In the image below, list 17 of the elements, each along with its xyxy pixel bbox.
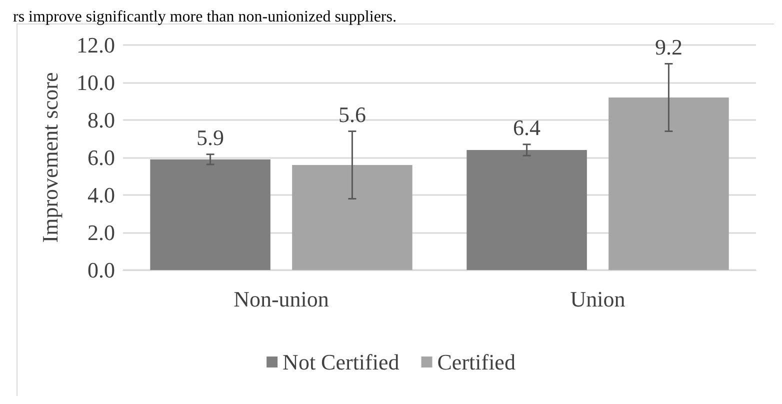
data-label: 5.6	[338, 102, 366, 127]
y-tick-label: 12.0	[76, 32, 115, 58]
y-tick-label: 2.0	[88, 220, 115, 245]
y-tick-label: 6.0	[88, 145, 115, 170]
data-label: 9.2	[654, 34, 682, 60]
y-tick-label: 0.0	[88, 258, 115, 282]
x-tick-label: Non-union	[234, 286, 329, 312]
text: rs improve significantly more than non-unionized suppliers.	[13, 8, 396, 26]
data-label: 6.4	[513, 114, 541, 140]
x-tick-label: Union	[570, 286, 626, 312]
data-label: 5.9	[196, 124, 224, 150]
y-tick-label: 10.0	[76, 70, 115, 95]
y-tick-label: 8.0	[88, 108, 115, 132]
legend-label: Not Certified	[282, 350, 400, 374]
y-tick-label: 4.0	[88, 182, 115, 208]
legend-label: Certified	[437, 350, 516, 374]
y-axis-title: Improvement score	[38, 72, 62, 243]
